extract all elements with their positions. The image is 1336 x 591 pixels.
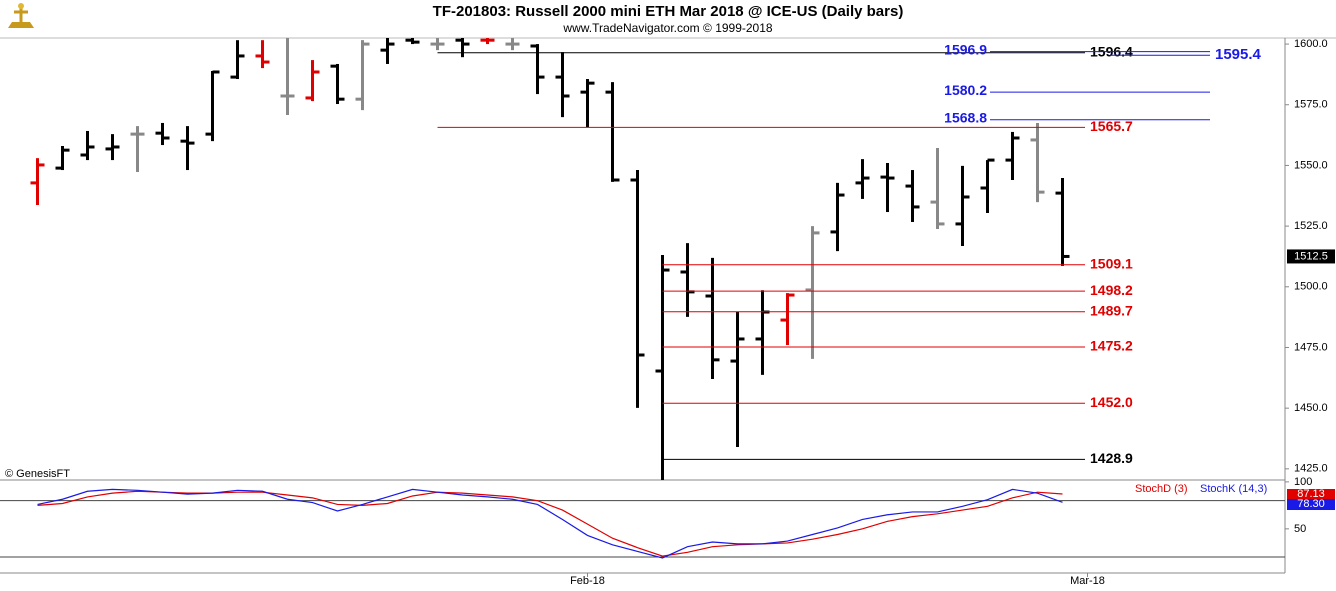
price-panel: [30, 38, 1070, 480]
level-label: 1565.7: [1090, 118, 1133, 134]
level-label: 1595.4: [1215, 46, 1262, 63]
y-tick-label: 1525.0: [1294, 220, 1328, 232]
watermark: © GenesisFT: [5, 468, 70, 480]
value-label: 78.30: [1297, 498, 1325, 510]
x-tick-label: Feb-18: [570, 575, 605, 587]
level-label: 1428.9: [1090, 450, 1133, 466]
last-price-box: [1287, 249, 1335, 264]
level-label: 1475.2: [1090, 338, 1133, 354]
y-tick-label: 1500.0: [1294, 281, 1328, 293]
y-tick-label: 1600.0: [1294, 38, 1328, 50]
legend-label: StochD (3): [1135, 483, 1188, 495]
y-tick-label: 1475.0: [1294, 341, 1328, 353]
y-tick-label: 1450.0: [1294, 402, 1328, 414]
stoch-panel: [0, 488, 1285, 559]
y-tick-label: 1550.0: [1294, 159, 1328, 171]
level-label: 1452.0: [1090, 394, 1133, 410]
level-label: 1580.2: [944, 82, 987, 98]
last-price: 1512.5: [1294, 250, 1328, 262]
level-label: 1568.8: [944, 110, 987, 126]
logo: [8, 3, 34, 28]
chart-title: TF-201803: Russell 2000 mini ETH Mar 201…: [433, 3, 904, 20]
y-tick-label: 50: [1294, 523, 1306, 535]
value-box: [1287, 489, 1335, 500]
y-tick-label: 1425.0: [1294, 463, 1328, 475]
level-label: 1509.1: [1090, 255, 1133, 271]
x-tick-label: Mar-18: [1070, 575, 1105, 587]
level-label: 1596.9: [944, 41, 987, 57]
y-tick-label: 1575.0: [1294, 99, 1328, 111]
level-label: 1498.2: [1090, 282, 1133, 298]
stoch-line: [37, 488, 1063, 559]
legend-label: StochK (14,3): [1200, 483, 1267, 495]
chart-subtitle: www.TradeNavigator.com © 1999-2018: [562, 21, 772, 35]
y-tick-label: 100: [1294, 476, 1312, 488]
level-label: 1489.7: [1090, 302, 1133, 318]
value-label: 87.13: [1297, 488, 1325, 500]
value-box: [1287, 499, 1335, 510]
